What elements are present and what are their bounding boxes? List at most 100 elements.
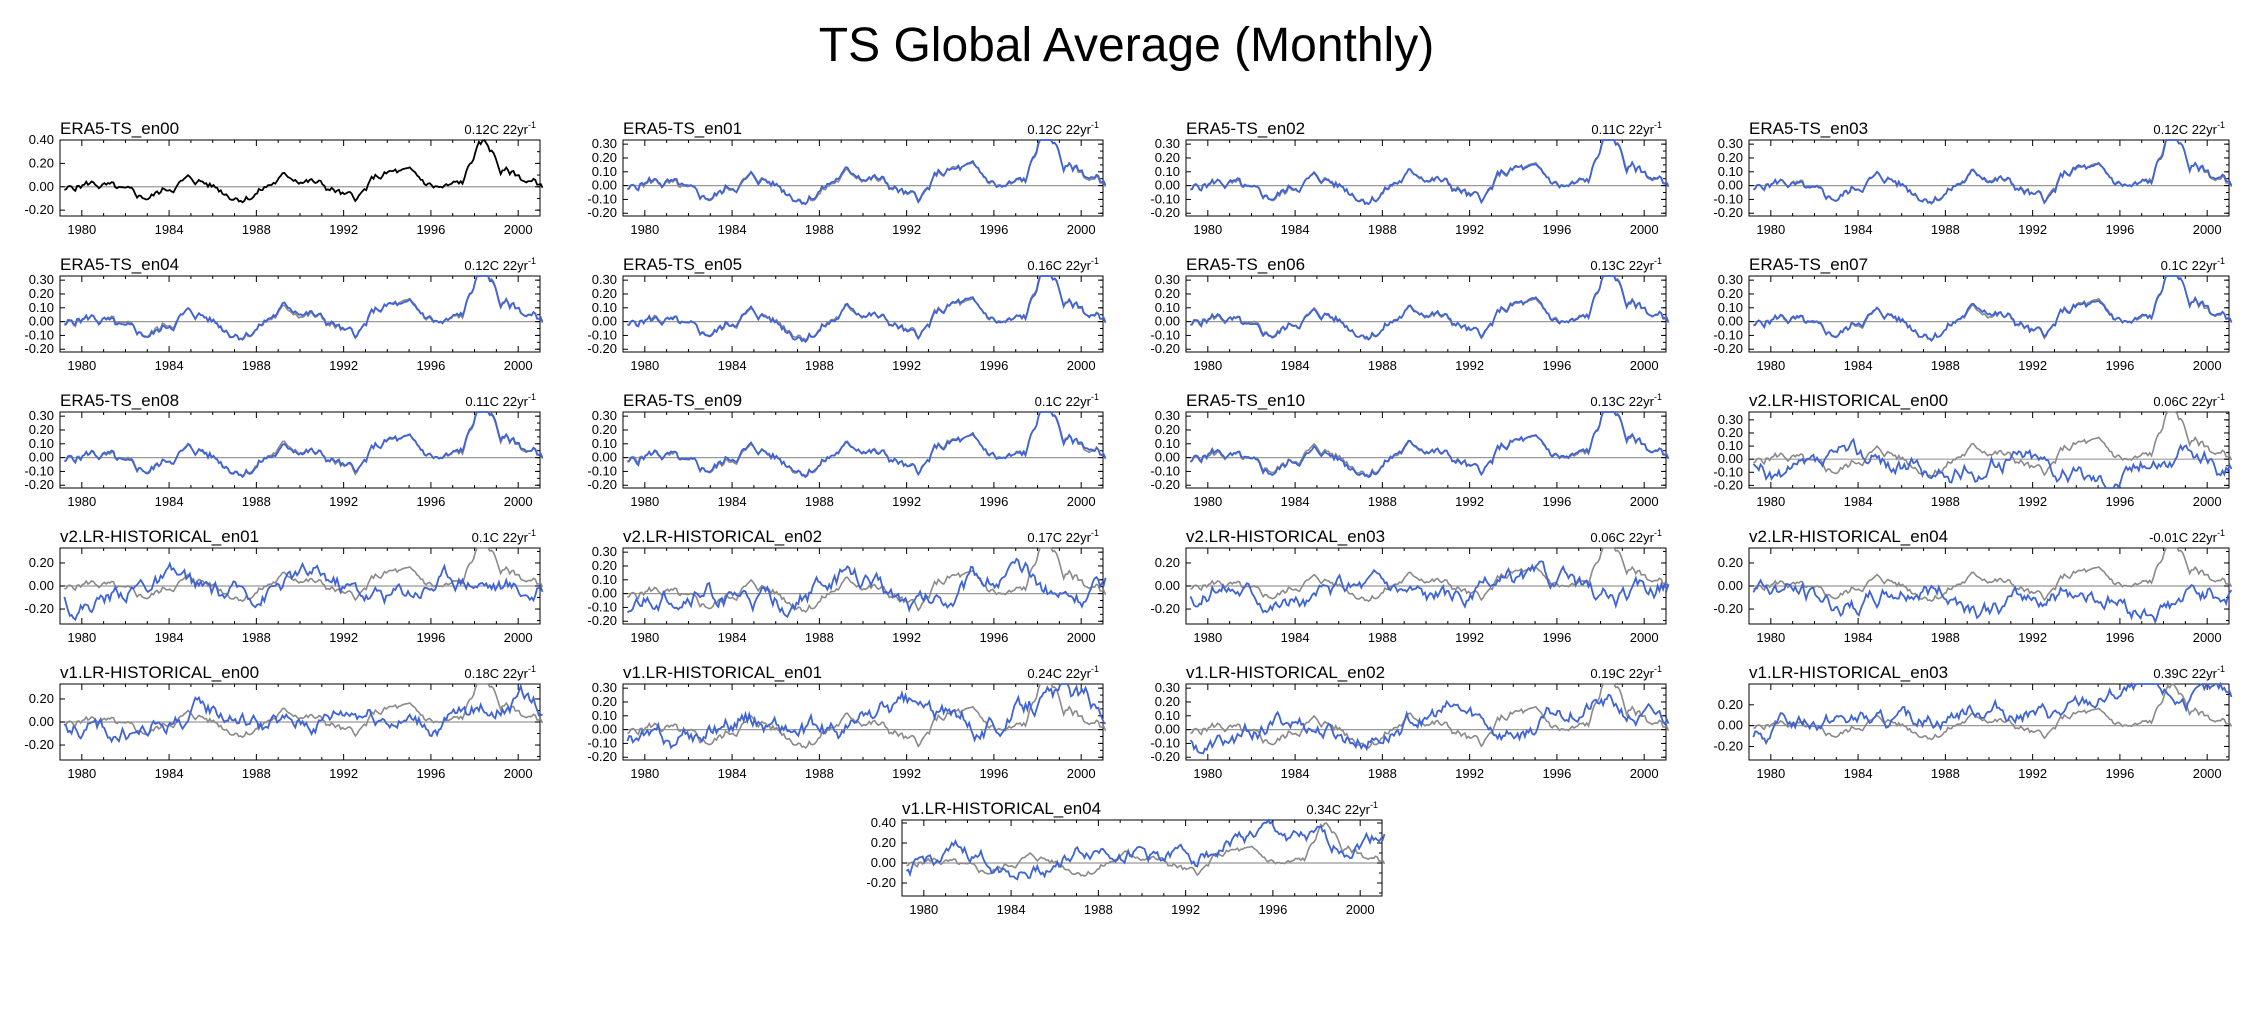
y-tick-label: 0.20 xyxy=(29,555,54,570)
plot-frame xyxy=(1185,683,1667,761)
x-tick-label: 1984 xyxy=(155,222,184,237)
y-tick-label: 0.00 xyxy=(1718,578,1743,593)
panel-trend: 0.19C 22yr-1 xyxy=(1590,664,1662,681)
x-tick-label: 1992 xyxy=(329,358,358,373)
x-tick-label: 1996 xyxy=(1258,902,1287,917)
x-tick-label: 1984 xyxy=(1844,766,1873,781)
y-tick-label: 0.00 xyxy=(1718,718,1743,733)
panel-trend-superscript: -1 xyxy=(2217,256,2225,266)
y-tick-label: -0.20 xyxy=(1713,601,1743,616)
x-tick-label: 1996 xyxy=(979,630,1008,645)
panel-era5-ts-en02: ERA5-TS_en02 0.11C 22yr-1 -0.20 -0.10 0.00 0.… xyxy=(1150,119,1746,250)
y-tick-label: -0.20 xyxy=(1713,738,1743,753)
x-tick-label: 2000 xyxy=(1067,630,1096,645)
x-tick-label: 1984 xyxy=(1281,766,1310,781)
y-tick-label: 0.10 xyxy=(29,300,54,315)
y-tick-label: 0.30 xyxy=(592,272,617,287)
panel-trend-superscript: -1 xyxy=(1091,392,1099,402)
panel-trend: 0.13C 22yr-1 xyxy=(1590,392,1662,409)
x-tick-label: 1988 xyxy=(242,494,271,509)
y-tick-label: 0.20 xyxy=(592,694,617,709)
series-line-era5 xyxy=(64,139,544,204)
x-tick-label: 2000 xyxy=(1067,358,1096,373)
y-tick-label: -0.20 xyxy=(24,202,54,217)
y-tick-label: 0.00 xyxy=(592,178,617,193)
x-tick-label: 1988 xyxy=(805,358,834,373)
panel-era5-ts-en00: ERA5-TS_en00 0.12C 22yr-1 -0.20 0.00 0.20 0.4… xyxy=(24,119,620,250)
series-line-ensemble xyxy=(64,275,544,341)
x-tick-label: 1988 xyxy=(242,766,271,781)
y-tick-label: 0.00 xyxy=(1155,450,1180,465)
x-tick-label: 1996 xyxy=(1542,358,1571,373)
panel-plot: v2.LR-HISTORICAL_en02 0.17C 22yr-1 -0.20-0… xyxy=(587,527,1107,645)
y-tick-label: 0.00 xyxy=(592,314,617,329)
x-tick-label: 1996 xyxy=(979,766,1008,781)
panel-era5-ts-en06: ERA5-TS_en06 0.13C 22yr-1 -0.20 -0.10 0.00 0.… xyxy=(1150,255,1746,386)
y-tick-label: 0.30 xyxy=(592,408,617,423)
y-tick-label: 0.20 xyxy=(29,286,54,301)
series-line-ensemble xyxy=(626,557,1107,619)
y-tick-label: 0.30 xyxy=(592,544,617,559)
series-line-reference xyxy=(1190,275,1670,341)
y-tick-label: -0.20 xyxy=(587,749,617,764)
panel-era5-ts-en09: ERA5-TS_en09 0.1C 22yr-1 -0.20 -0.10 0.00 0.1… xyxy=(587,391,1183,522)
y-tick-label: 0.00 xyxy=(1718,314,1743,329)
panel-trend-superscript: -1 xyxy=(2217,120,2225,130)
x-tick-label: 1992 xyxy=(892,630,921,645)
series-line-ensemble xyxy=(1189,560,1670,614)
x-tick-label: 1992 xyxy=(329,630,358,645)
y-tick-label: 0.10 xyxy=(592,708,617,723)
y-tick-label: -0.20 xyxy=(1713,477,1743,492)
y-tick-label: -0.20 xyxy=(24,737,54,752)
y-tick-label: 0.30 xyxy=(1155,680,1180,695)
panel-trend-superscript: -1 xyxy=(1091,256,1099,266)
x-tick-label: 1984 xyxy=(1281,222,1310,237)
panel-title: ERA5-TS_en06 xyxy=(1186,255,1305,274)
x-tick-label: 2000 xyxy=(1630,222,1659,237)
x-tick-label: 1984 xyxy=(718,494,747,509)
panel-plot: v2.LR-HISTORICAL_en01 0.1C 22yr-1 -0.20 0.0… xyxy=(24,527,544,645)
panel-plot: ERA5-TS_en03 0.12C 22yr-1-0.20-0.100.000.… xyxy=(1713,119,2233,237)
x-tick-label: 2000 xyxy=(2193,630,2222,645)
series-line-ensemble xyxy=(63,682,543,744)
panel-plot: ERA5-TS_en04 0.12C 22yr-1-0.20-0.100.000.… xyxy=(24,255,544,373)
x-tick-label: 1984 xyxy=(1844,222,1873,237)
panel-trend-superscript: -1 xyxy=(1654,120,1662,130)
panel-title: ERA5-TS_en10 xyxy=(1186,391,1305,410)
panel-era5-ts-en08: ERA5-TS_en08 0.11C 22yr-1 -0.20 -0.10 0.00 0.… xyxy=(24,391,620,522)
panel-plot: v2.LR-HISTORICAL_en03 0.06C 22yr-1 -0.20 0.… xyxy=(1150,527,1670,645)
y-tick-label: 0.00 xyxy=(1718,451,1743,466)
chart-title: TS Global Average (Monthly) xyxy=(818,19,1435,72)
series-line-reference xyxy=(64,547,544,603)
x-tick-label: 1988 xyxy=(805,494,834,509)
x-tick-label: 1992 xyxy=(2018,222,2047,237)
y-tick-label: -0.20 xyxy=(24,601,54,616)
panel-era5-ts-en01: ERA5-TS_en01 0.12C 22yr-1 -0.20 -0.10 0.00 0.… xyxy=(587,119,1183,250)
y-tick-label: 0.30 xyxy=(1718,272,1743,287)
series-line-reference xyxy=(64,683,544,739)
y-tick-label: 0.00 xyxy=(871,855,896,870)
panel-v2-lr-historical-en02: v2.LR-HISTORICAL_en02 0.17C 22yr-1 -0.20 -0… xyxy=(587,527,1183,658)
x-tick-label: 1992 xyxy=(1455,630,1484,645)
x-tick-label: 1988 xyxy=(1931,358,1960,373)
panel-v1-lr-historical-en04: v1.LR-HISTORICAL_en04 0.34C 22yr-1 -0.20 0.… xyxy=(866,799,1462,930)
series-line-ensemble xyxy=(1189,275,1670,341)
x-tick-label: 2000 xyxy=(1346,902,1375,917)
x-tick-label: 1984 xyxy=(1281,630,1310,645)
y-tick-label: 0.20 xyxy=(1155,555,1180,570)
y-tick-label: 0.00 xyxy=(29,714,54,729)
y-tick-label: -0.20 xyxy=(587,477,617,492)
panel-trend-superscript: -1 xyxy=(1654,528,1662,538)
y-tick-label: 0.20 xyxy=(1718,150,1743,165)
x-tick-label: 1996 xyxy=(416,222,445,237)
panel-trend-superscript: -1 xyxy=(1091,664,1099,674)
y-tick-label: 0.40 xyxy=(29,132,54,147)
panel-title: v1.LR-HISTORICAL_en04 xyxy=(902,799,1101,818)
x-tick-label: 1988 xyxy=(1368,630,1397,645)
plot-frame xyxy=(622,547,1104,625)
plot-frame xyxy=(622,139,1104,217)
panel-title: ERA5-TS_en04 xyxy=(60,255,179,274)
panel-trend-superscript: -1 xyxy=(528,392,536,402)
plot-frame xyxy=(59,411,541,489)
y-tick-label: 0.20 xyxy=(1155,286,1180,301)
